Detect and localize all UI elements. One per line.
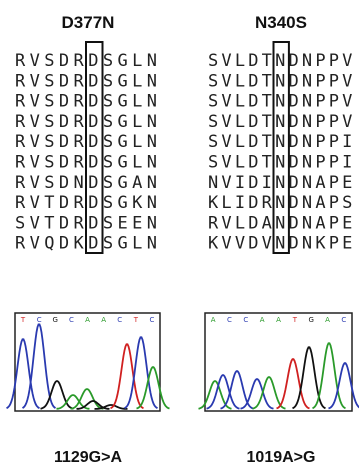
sequence: NVIDINDNAPE xyxy=(208,173,352,193)
sequence: SVLDTNDNPPV xyxy=(208,112,352,132)
sequence: SVLDTNDNPPI xyxy=(208,153,352,173)
base-call: C xyxy=(149,316,154,324)
sequence: KVVDVNDNKPE xyxy=(208,234,352,254)
sequence: SVLDTNDNPPV xyxy=(208,92,352,112)
base-call: G xyxy=(53,316,58,324)
base-call: T xyxy=(292,316,298,324)
base-call: A xyxy=(211,316,216,324)
base-call: C xyxy=(341,316,346,324)
figure: D377NRVSDRDSGLNRVSDRDSGLNRVSDRDSGLNRVSDR… xyxy=(0,0,359,473)
chromatogram-frame xyxy=(205,313,352,411)
base-call: C xyxy=(227,316,232,324)
base-call: A xyxy=(101,316,106,324)
sequence: KLIDRNDNAPS xyxy=(208,193,352,213)
base-call: G xyxy=(308,316,313,324)
base-call: A xyxy=(276,316,281,324)
base-call: A xyxy=(325,316,330,324)
sequence: SVLDTNDNPPI xyxy=(208,132,352,152)
trace-peak xyxy=(241,379,274,409)
trace-peak xyxy=(329,363,359,408)
base-call: C xyxy=(243,316,248,324)
base-call: C xyxy=(69,316,74,324)
sequence: SVLDTNDNPPV xyxy=(208,51,352,71)
trace-peak xyxy=(207,375,240,409)
trace-peak xyxy=(41,381,74,409)
base-call: T xyxy=(20,316,26,324)
sequence: RVLDANDNAPE xyxy=(208,213,352,233)
sequence: SVLDTNDNPPV xyxy=(208,71,352,91)
base-call: T xyxy=(133,316,139,324)
panel-title: N340S xyxy=(255,13,307,32)
base-call: C xyxy=(117,316,122,324)
trace-peak xyxy=(71,389,104,409)
base-call: A xyxy=(85,316,90,324)
base-call: C xyxy=(37,316,42,324)
base-call: A xyxy=(260,316,265,324)
mutation-label: 1019A>G xyxy=(247,449,316,466)
trace-peak xyxy=(111,344,144,408)
mutation-label: 1129G>A xyxy=(54,449,123,466)
panel-title: D377N xyxy=(62,13,115,32)
